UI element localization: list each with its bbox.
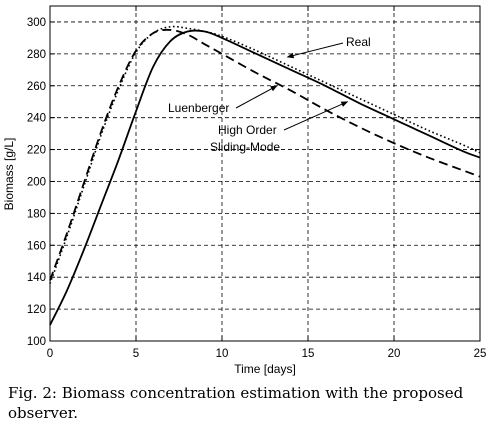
y-tick-label: 260 (27, 81, 46, 93)
grid-lines (50, 6, 480, 341)
y-tick-label: 280 (27, 49, 46, 61)
y-tick-label: 180 (27, 208, 46, 220)
annotation-arrow (286, 42, 344, 59)
x-axis-title: Time [days] (234, 362, 296, 376)
annotation-label: Luenberger (168, 101, 229, 115)
y-tick-label: 140 (27, 272, 46, 284)
annotation-label: Real (346, 35, 371, 49)
annotation-label: Sliding-Mode (210, 140, 280, 154)
annotation-arrow (235, 85, 278, 109)
y-tick-label: 300 (27, 17, 46, 29)
y-tick-label: 240 (27, 113, 46, 125)
y-tick-label: 160 (27, 240, 46, 252)
x-tick-label: 20 (388, 348, 401, 360)
y-tick-label: 120 (27, 304, 46, 316)
plot-frame (49, 5, 481, 342)
y-tick-label: 100 (27, 336, 46, 348)
series-line-luenberger (49, 28, 481, 281)
annotations-layer: Real Luenberger High Order Sliding-Mode (168, 35, 371, 154)
annotation-arrow (283, 101, 349, 131)
axis-ticks: 0 5 10 15 20 25 100 120 140 160 180 200 220 240 260 280… (27, 6, 487, 360)
x-tick-label: 0 (47, 348, 53, 360)
figure-caption: Fig. 2: Biomass concentration estimation… (8, 384, 464, 422)
y-tick-label: 200 (27, 176, 46, 188)
x-tick-label: 10 (216, 348, 229, 360)
series-layer (49, 25, 481, 326)
biomass-chart: 0 5 10 15 20 25 100 120 140 160 180 200 220 240 260 280… (2, 5, 487, 376)
x-tick-label: 5 (133, 348, 139, 360)
x-tick-label: 15 (302, 348, 315, 360)
y-axis-title: Biomass [g/L] (2, 138, 16, 211)
y-tick-label: 220 (27, 145, 46, 157)
x-tick-label: 25 (474, 348, 487, 360)
series-line-real (49, 29, 481, 326)
annotation-label: High Order (218, 123, 277, 137)
